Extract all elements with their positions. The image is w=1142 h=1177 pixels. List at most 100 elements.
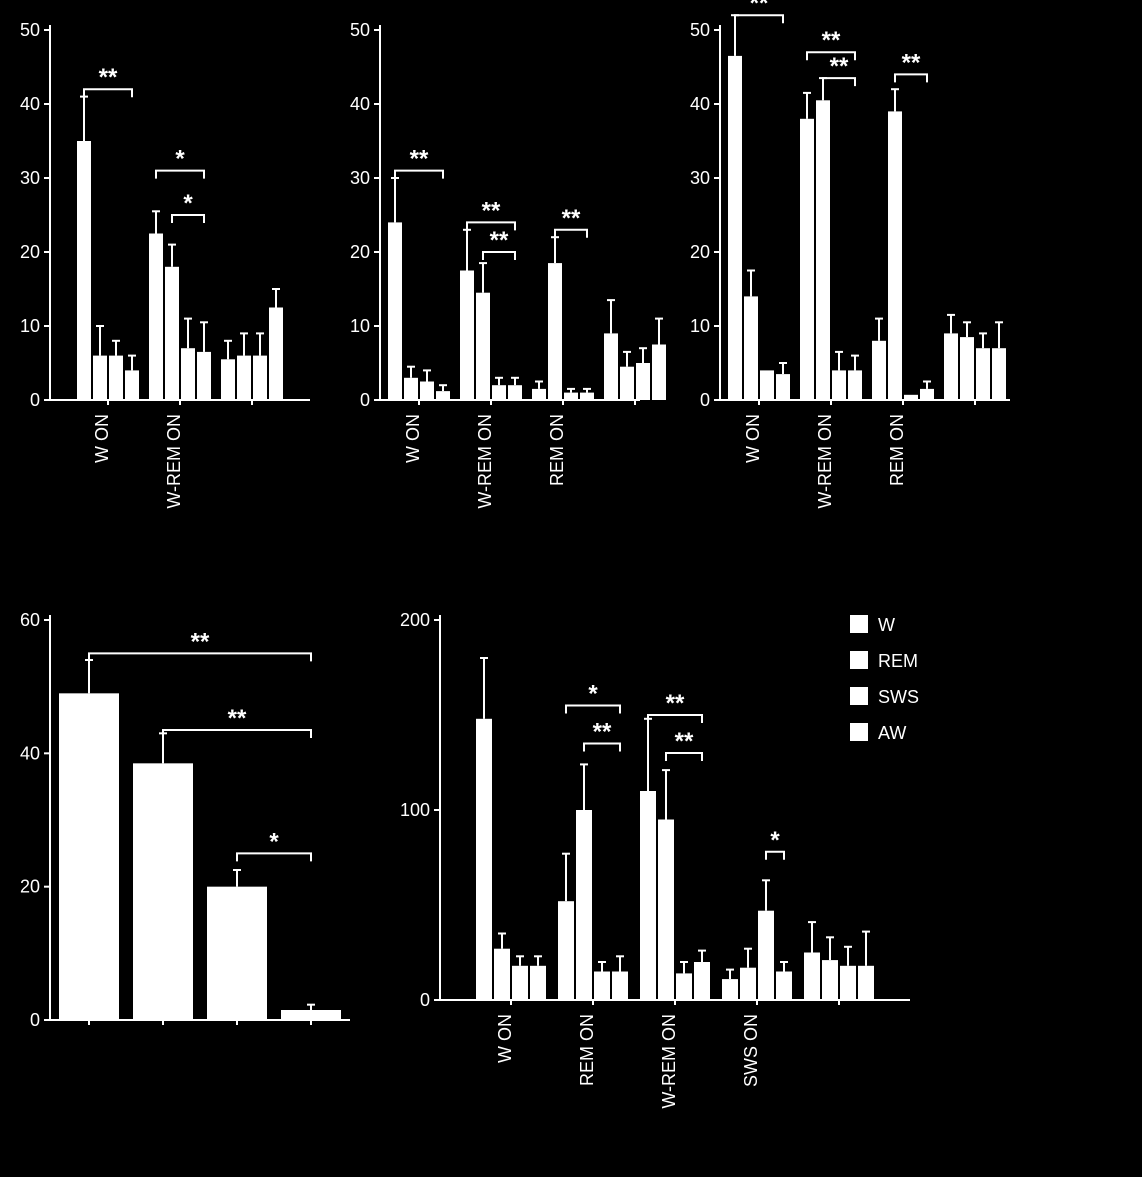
svg-text:W ON: W ON bbox=[403, 414, 423, 463]
bar bbox=[580, 393, 594, 400]
bar bbox=[93, 356, 107, 400]
bar bbox=[740, 968, 756, 1000]
bar bbox=[237, 356, 251, 400]
svg-text:20: 20 bbox=[20, 242, 40, 262]
legend-label: SWS bbox=[878, 687, 919, 707]
bar bbox=[612, 972, 628, 1001]
bar bbox=[960, 337, 974, 400]
bar bbox=[564, 393, 578, 400]
svg-text:40: 40 bbox=[690, 94, 710, 114]
svg-text:*: * bbox=[588, 681, 598, 708]
bar bbox=[420, 382, 434, 401]
legend-swatch bbox=[850, 687, 868, 705]
bar bbox=[149, 234, 163, 401]
svg-text:**: ** bbox=[902, 49, 921, 76]
bar bbox=[776, 972, 792, 1001]
svg-text:0: 0 bbox=[420, 990, 430, 1010]
svg-text:20: 20 bbox=[20, 877, 40, 897]
bar bbox=[658, 820, 674, 1001]
bar bbox=[388, 222, 402, 400]
bar bbox=[492, 385, 506, 400]
bar bbox=[904, 395, 918, 400]
bar bbox=[888, 111, 902, 400]
svg-text:**: ** bbox=[822, 27, 841, 54]
legend-swatch bbox=[850, 651, 868, 669]
legend-swatch bbox=[850, 723, 868, 741]
bar bbox=[636, 363, 650, 400]
bar bbox=[269, 308, 283, 401]
legend-label: REM bbox=[878, 651, 918, 671]
svg-text:W-REM ON: W-REM ON bbox=[164, 414, 184, 509]
bar bbox=[253, 356, 267, 400]
svg-text:*: * bbox=[183, 190, 193, 217]
bar bbox=[436, 391, 450, 400]
bar bbox=[281, 1010, 341, 1020]
bar bbox=[494, 949, 510, 1000]
bar bbox=[872, 341, 886, 400]
bar bbox=[722, 979, 738, 1000]
bar bbox=[77, 141, 91, 400]
legend: WREMSWSAW bbox=[850, 615, 919, 743]
svg-text:40: 40 bbox=[350, 94, 370, 114]
svg-text:REM ON: REM ON bbox=[577, 1014, 597, 1086]
panel-E: 0100200W ONREM ONW-REM ONSWS ON******** bbox=[400, 610, 910, 1109]
svg-text:60: 60 bbox=[20, 610, 40, 630]
legend-label: AW bbox=[878, 723, 906, 743]
panel-A: 01020304050W ONW-REM ON**** bbox=[20, 20, 310, 509]
svg-text:SWS ON: SWS ON bbox=[741, 1014, 761, 1087]
bar bbox=[604, 333, 618, 400]
svg-text:40: 40 bbox=[20, 743, 40, 763]
bar bbox=[404, 378, 418, 400]
bar bbox=[508, 385, 522, 400]
svg-text:**: ** bbox=[675, 728, 694, 755]
svg-text:0: 0 bbox=[30, 390, 40, 410]
svg-text:10: 10 bbox=[350, 316, 370, 336]
svg-text:**: ** bbox=[490, 227, 509, 254]
panel-C: 01020304050W ONW-REM ONREM ON******** bbox=[690, 0, 1010, 509]
bar bbox=[840, 966, 856, 1000]
svg-text:10: 10 bbox=[690, 316, 710, 336]
bar bbox=[133, 763, 193, 1020]
svg-text:**: ** bbox=[191, 628, 210, 655]
bar bbox=[594, 972, 610, 1001]
bar bbox=[676, 973, 692, 1000]
svg-text:W-REM ON: W-REM ON bbox=[815, 414, 835, 509]
bar bbox=[832, 370, 846, 400]
svg-text:**: ** bbox=[830, 53, 849, 80]
bar bbox=[558, 901, 574, 1000]
svg-text:50: 50 bbox=[350, 20, 370, 40]
bar bbox=[976, 348, 990, 400]
bar bbox=[944, 333, 958, 400]
bar bbox=[207, 887, 267, 1020]
bar bbox=[758, 911, 774, 1000]
svg-text:W ON: W ON bbox=[495, 1014, 515, 1063]
svg-text:*: * bbox=[175, 146, 185, 173]
panel-D: 0204060***** bbox=[20, 610, 350, 1030]
bar bbox=[744, 296, 758, 400]
bar bbox=[800, 119, 814, 400]
bar bbox=[532, 389, 546, 400]
bar bbox=[620, 367, 634, 400]
svg-text:**: ** bbox=[750, 0, 769, 17]
bar bbox=[165, 267, 179, 400]
svg-text:40: 40 bbox=[20, 94, 40, 114]
bar bbox=[109, 356, 123, 400]
svg-text:W-REM ON: W-REM ON bbox=[659, 1014, 679, 1109]
legend-swatch bbox=[850, 615, 868, 633]
svg-text:**: ** bbox=[562, 205, 581, 232]
svg-text:20: 20 bbox=[350, 242, 370, 262]
svg-text:*: * bbox=[269, 828, 279, 855]
bar bbox=[760, 370, 774, 400]
bar bbox=[858, 966, 874, 1000]
svg-text:10: 10 bbox=[20, 316, 40, 336]
svg-text:20: 20 bbox=[690, 242, 710, 262]
bar bbox=[576, 810, 592, 1000]
svg-text:W-REM ON: W-REM ON bbox=[475, 414, 495, 509]
figure-root: 01020304050W ONW-REM ON****01020304050W … bbox=[0, 0, 1142, 1172]
bar bbox=[181, 348, 195, 400]
bar bbox=[822, 960, 838, 1000]
bar bbox=[476, 719, 492, 1000]
bar bbox=[476, 293, 490, 400]
bar bbox=[652, 345, 666, 401]
bar bbox=[920, 389, 934, 400]
